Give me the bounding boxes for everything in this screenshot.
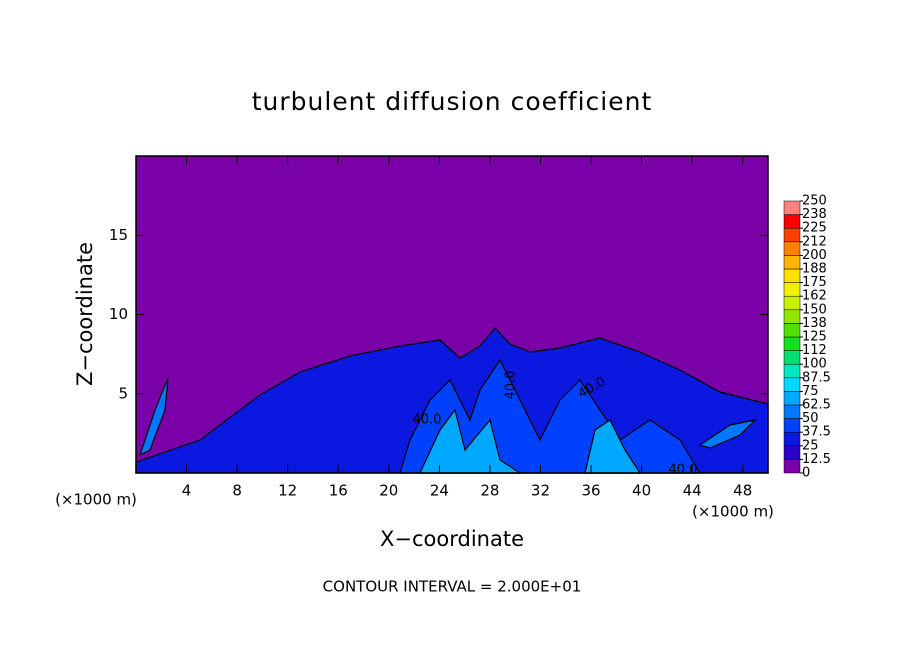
colorbar-swatch [783,377,801,392]
contour-interval-note: CONTOUR INTERVAL = 2.000E+01 [323,578,582,596]
colorbar-label: 175 [802,275,827,290]
colorbar-label: 238 [802,207,827,222]
y-tick-label: 5 [118,384,128,402]
field-region [419,408,523,474]
colorbar-label: 188 [802,262,827,277]
colorbar-swatch [783,431,801,447]
colorbar-label: 150 [802,302,827,317]
x-unit: (×1000 m) [692,503,774,521]
x-tick-label: 44 [683,482,702,500]
field [135,327,769,474]
colorbar-label: 212 [802,234,827,249]
colorbar-swatch [783,241,801,256]
colorbar-label: 250 [802,194,827,209]
x-tick-label: 16 [329,482,348,500]
colorbar-label: 25 [802,438,819,453]
colorbar-swatch [783,255,801,270]
x-tick-label: 8 [232,482,242,500]
colorbar-swatch [783,350,801,365]
colorbar-label: 100 [802,357,827,372]
colorbar-label: 112 [802,343,827,358]
x-tick-label: 48 [733,482,752,500]
field-region [698,419,757,449]
x-tick-label: 32 [531,482,550,500]
colorbar-swatch [783,459,801,474]
x-tick-label: 20 [379,482,398,500]
y-unit: (×1000 m) [55,491,137,509]
colorbar-swatch [783,418,801,433]
x-axis-label: X−coordinate [380,527,524,551]
colorbar-label: 37.5 [802,425,831,440]
colorbar-swatch [783,227,801,243]
colorbar-swatch [783,268,801,283]
colorbar-label: 50 [802,411,819,426]
chart-title: turbulent diffusion coefficient [252,87,653,116]
colorbar-swatch [783,404,801,419]
colorbar-label: 138 [802,316,827,331]
colorbar-swatch [783,445,801,460]
y-tick-label: 15 [109,226,128,244]
colorbar-label: 87.5 [802,370,831,385]
colorbar-swatch [783,323,801,338]
contour-label: 40.0 [669,463,698,478]
colorbar-label: 0 [802,466,810,481]
x-tick-label: 40 [632,482,651,500]
colorbar-swatch [783,295,801,311]
colorbar-label: 225 [802,221,827,236]
colorbar-label: 125 [802,330,827,345]
colorbar-label: 12.5 [802,452,831,467]
x-tick-label: 28 [480,482,499,500]
colorbar-label: 75 [802,384,819,399]
colorbar-label: 162 [802,289,827,304]
colorbar-label: 200 [802,248,827,263]
x-tick-label: 24 [430,482,449,500]
colorbar-swatch [783,363,801,379]
y-axis-label: Z−coordinate [73,242,97,386]
colorbar-swatch [783,336,801,351]
colorbar-swatch [783,391,801,406]
colorbar-swatch [783,200,801,215]
x-tick-label: 36 [581,482,600,500]
field-region [138,377,169,457]
colorbar-swatch [783,214,801,229]
colorbar-swatch [783,309,801,324]
x-tick-label: 4 [182,482,192,500]
colorbar-label: 62.5 [802,398,831,413]
colorbar-swatch [783,282,801,297]
contour-label: 40.0 [504,371,519,400]
x-tick-label: 12 [278,482,297,500]
contour-label: 40.0 [413,413,442,428]
y-tick-label: 10 [109,305,128,323]
